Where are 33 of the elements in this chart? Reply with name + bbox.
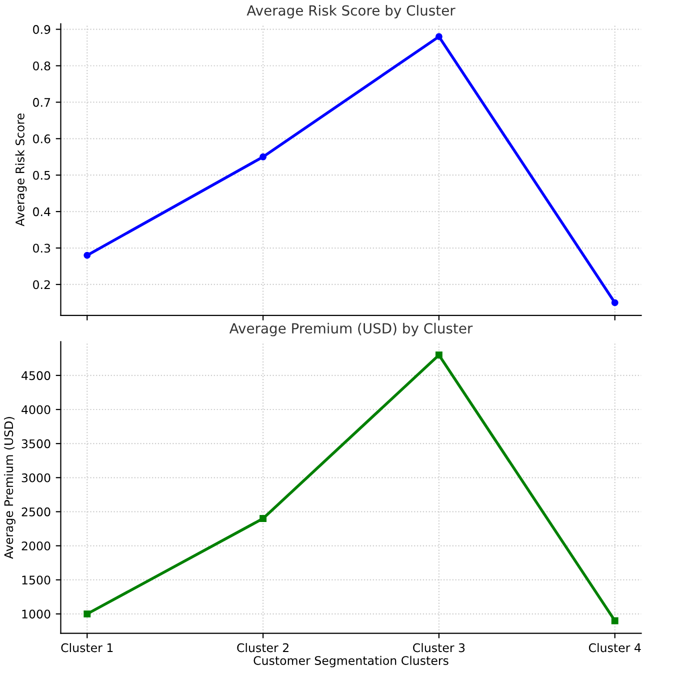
y-tick-label: 4500 — [22, 371, 50, 380]
y-tick-label: 2500 — [22, 507, 50, 516]
x-tick-label: Cluster 2 — [237, 643, 288, 652]
x-axis-title: Customer Segmentation Clusters — [254, 656, 448, 668]
point — [435, 33, 442, 40]
point — [611, 617, 618, 624]
chart-title: Average Risk Score by Cluster — [246, 4, 456, 18]
point — [611, 299, 618, 306]
y-tick-label: 0.7 — [33, 98, 50, 107]
x-tick-label: Cluster 1 — [61, 643, 113, 652]
y-tick-label: 0.4 — [33, 207, 50, 216]
y-axis-title: Average Premium (USD) — [4, 417, 16, 559]
point — [84, 252, 91, 259]
chart-title: Average Premium (USD) by Cluster — [229, 322, 473, 336]
y-tick-label: 1000 — [22, 610, 50, 619]
y-tick-label: 0.8 — [33, 61, 50, 70]
y-tick-label: 2000 — [22, 542, 50, 550]
y-tick-label: 1500 — [22, 576, 50, 584]
y-tick-label: 4000 — [22, 405, 50, 414]
y-tick-label: 3000 — [22, 473, 50, 482]
y-tick-label: 0.6 — [33, 134, 50, 144]
x-tick-label: Cluster 4 — [588, 643, 641, 652]
y-tick-label: 0.5 — [33, 170, 50, 180]
y-axis-title: Average Risk Score — [15, 114, 27, 226]
point — [260, 153, 267, 160]
y-tick-label: 3500 — [22, 439, 50, 448]
y-tick-label: 0.2 — [33, 280, 50, 290]
y-tick-label: 0.9 — [33, 25, 50, 34]
point — [435, 352, 442, 358]
point — [260, 515, 267, 522]
x-tick-label: Cluster 3 — [413, 643, 465, 652]
y-tick-label: 0.3 — [33, 244, 50, 253]
point — [84, 610, 91, 618]
